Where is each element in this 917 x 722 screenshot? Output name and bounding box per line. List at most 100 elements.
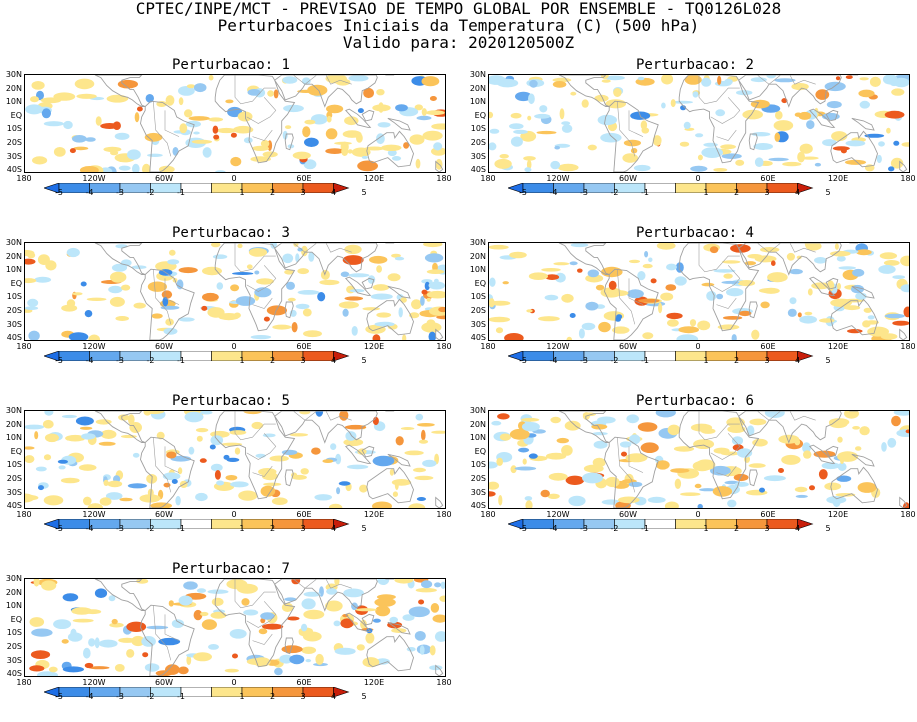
perturbation-contour (166, 451, 177, 459)
perturbation-contour (578, 328, 585, 339)
lon-tick-label: 120W (546, 510, 570, 519)
perturbation-contour (867, 315, 875, 320)
lat-tick-label: 30N (5, 238, 22, 247)
perturbation-contour (497, 413, 510, 420)
perturbation-contour (287, 297, 296, 302)
perturbation-contour (801, 156, 819, 160)
perturbation-contour (723, 273, 733, 279)
perturbation-contour (648, 257, 653, 263)
perturbation-contour (168, 600, 174, 607)
perturbation-contour (431, 430, 445, 434)
perturbation-contour (900, 284, 909, 293)
perturbation-contour (230, 284, 240, 292)
perturbation-contour (598, 321, 611, 333)
perturbation-contour (878, 141, 885, 147)
perturbation-contour (695, 459, 716, 471)
perturbation-contour (395, 436, 404, 446)
perturbation-contour (27, 298, 39, 307)
perturbation-contour (127, 149, 141, 160)
perturbation-contour (121, 284, 131, 291)
perturbation-contour (361, 155, 368, 159)
perturbation-contour (320, 269, 330, 280)
perturbation-contour (178, 86, 195, 96)
perturbation-contour (43, 495, 64, 506)
map-svg (489, 75, 909, 172)
perturbation-contour (363, 87, 374, 99)
perturbation-contour (283, 104, 304, 113)
perturbation-contour (202, 266, 222, 276)
country-border (164, 614, 180, 641)
perturbation-contour (561, 445, 573, 456)
lon-tick-label: 120E (363, 678, 385, 687)
perturbation-contour (570, 243, 589, 248)
perturbation-contour (679, 141, 690, 147)
perturbation-contour (165, 318, 174, 326)
colorbar-label: -5 (55, 356, 63, 365)
perturbation-contour (238, 490, 258, 501)
perturbation-contour (292, 151, 311, 160)
lat-tick-label: EQ (10, 110, 22, 120)
panel-title: Perturbacao: 1 (171, 57, 290, 73)
perturbation-contour (514, 466, 537, 471)
perturbation-contour (715, 109, 726, 117)
perturbation-core (616, 314, 623, 320)
coastline (604, 436, 659, 508)
perturbation-contour (415, 413, 424, 421)
perturbation-contour (489, 298, 495, 308)
perturbation-core (680, 105, 687, 111)
perturbation-contour (782, 161, 802, 167)
perturbation-core (893, 140, 900, 146)
perturbation-contour (400, 297, 407, 303)
perturbation-contour (297, 268, 310, 275)
perturbation-contour (103, 479, 109, 486)
colorbar-label: -4 (85, 356, 94, 365)
perturbation-contour (799, 143, 813, 154)
perturbation-contour (25, 455, 35, 464)
perturbation-contour (552, 77, 572, 83)
perturbation-contour (355, 608, 377, 612)
perturbation-contour (887, 437, 897, 448)
perturbation-contour (233, 125, 254, 134)
perturbation-contour (754, 255, 777, 263)
country-border (153, 605, 172, 661)
country-border (628, 110, 644, 137)
perturbation-contour (637, 76, 645, 81)
country-border (710, 433, 741, 460)
coastline (361, 613, 375, 626)
perturbation-contour (216, 127, 237, 134)
perturbation-contour (721, 153, 742, 159)
perturbation-contour (421, 429, 426, 441)
perturbation-contour (193, 652, 213, 662)
perturbation-contour (656, 243, 676, 250)
country-border (246, 433, 277, 460)
lat-tick-label: 20S (6, 138, 22, 147)
perturbation-core (418, 599, 425, 605)
coastline (435, 160, 444, 172)
perturbation-contour (525, 500, 533, 508)
perturbation-contour (188, 116, 210, 121)
valid-date: Valido para: 2020120500Z (342, 33, 575, 52)
country-border (234, 75, 276, 105)
perturbation-contour (569, 261, 578, 266)
perturbation-contour (258, 628, 268, 635)
perturbation-contour (595, 284, 605, 291)
perturbation-contour (852, 268, 865, 277)
coastline (345, 612, 372, 632)
perturbation-contour (791, 83, 809, 91)
perturbation-contour (258, 468, 277, 476)
perturbation-contour (528, 93, 535, 105)
perturbation-contour (404, 450, 424, 456)
colorbar (43, 682, 386, 698)
colorbar-svg (507, 350, 814, 362)
perturbation-contour (666, 312, 683, 320)
lat-tick-label: 40S (6, 669, 22, 679)
perturbation-contour (786, 252, 795, 261)
perturbation-contour (709, 246, 719, 254)
colorbar-label: -1 (177, 524, 185, 533)
perturbation-contour (145, 94, 154, 103)
perturbation-contour (376, 265, 382, 273)
perturbation-contour (438, 306, 445, 313)
colorbar-label: -3 (116, 188, 124, 197)
colorbar-label: 1 (239, 356, 245, 365)
lon-tick-label: 60W (154, 342, 174, 351)
